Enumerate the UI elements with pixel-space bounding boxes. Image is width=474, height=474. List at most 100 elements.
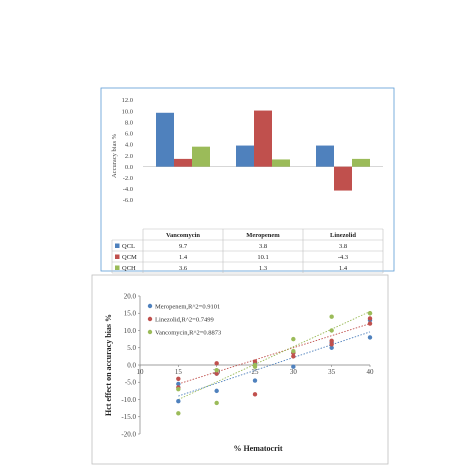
scatter-x-tick-6: 40 (367, 368, 375, 376)
table-header-Meropenem: Meropenem (246, 232, 280, 239)
bar-QCL-Vancomycin (156, 112, 174, 167)
point-2-8 (329, 328, 334, 333)
point-0-4 (252, 378, 258, 383)
scatter-x-axis-label: % Hematocrit (233, 444, 282, 453)
table-cell-QCL-Linezolid: 3.8 (339, 243, 347, 250)
point-2-0 (176, 411, 181, 416)
table-legend-label-QCM: QCM (122, 254, 137, 261)
point-2-2 (214, 400, 219, 406)
table-header-Linezolid: Linezolid (330, 232, 356, 239)
table-legend-label-QCL: QCL (122, 243, 135, 250)
point-2-11 (367, 311, 373, 316)
point-0-8 (329, 345, 334, 350)
scatter-x-tick-3: 25 (252, 368, 260, 376)
scatter-chart-frame (91, 274, 389, 465)
table-header-Vancomycin: Vancomycin (166, 232, 200, 239)
table-cell-QCM-Linezolid: -4.3 (338, 254, 348, 261)
point-1-2 (214, 361, 219, 366)
bar-y-tick-labels: 12.0 10.0 8.0 6.0 4.0 2.0 0.0 -2.0 -4.0 -6.0 (122, 97, 133, 204)
point-2-5 (252, 362, 258, 368)
table-legend-swatch-QCM (115, 254, 120, 259)
table-cell-QCL-Meropenem: 3.8 (259, 243, 267, 250)
bar-y-tick-9: -6.0 (123, 197, 133, 204)
scatter-x-tick-0: 10 (137, 368, 145, 376)
point-1-4 (252, 392, 258, 397)
bar-y-tick-5: 2.0 (125, 153, 133, 160)
point-1-5 (252, 359, 258, 364)
point-2-3 (214, 367, 219, 373)
bar-QCM-Vancomycin (174, 158, 192, 167)
bar-y-tick-1: 10.0 (122, 108, 133, 115)
legend-marker-1 (147, 316, 153, 322)
bar-marks (156, 110, 370, 191)
bar-y-axis-label: Accuracy bias % (111, 133, 118, 178)
bar-y-tick-3: 6.0 (125, 131, 133, 138)
table-cell-QCH-Linezolid: 1.4 (339, 265, 348, 272)
scatter-x-tick-4: 30 (290, 368, 298, 376)
scatter-y-tick-1: 15.0 (124, 310, 137, 318)
bar-data-table: Vancomycin Meropenem Linezolid QCL 9.7 3.8 3.8… (111, 228, 384, 274)
bar-QCH-Meropenem (272, 159, 290, 167)
legend-label-2: Vancomycin,R^2=0.8873 (155, 329, 221, 336)
legend-label-0: Meropenem,R^2=0.9101 (155, 303, 220, 310)
scatter-legend: Meropenem,R^2=0.9101 Linezolid,R^2=0.7499… (147, 303, 221, 336)
bar-QCH-Vancomycin (192, 146, 210, 167)
bar-y-tick-0: 12.0 (122, 97, 133, 104)
scatter-chart-panel: 20.0 15.0 10.0 5.0 0.0 -5.0 -10.0 -15.0 -20.0 10 1… (91, 274, 389, 465)
point-0-1 (176, 381, 181, 387)
scatter-y-tick-0: 20.0 (124, 292, 137, 300)
table-cell-QCH-Meropenem: 1.3 (259, 265, 267, 272)
bar-y-tick-4: 4.0 (125, 142, 133, 149)
table-legend-swatch-QCL (115, 243, 120, 248)
table-cell-QCM-Meropenem: 10.1 (257, 254, 268, 261)
table-cell-QCM-Vancomycin: 1.4 (179, 254, 188, 261)
scatter-y-tick-6: -10.0 (121, 396, 136, 404)
point-1-11 (367, 316, 373, 321)
point-2-7 (291, 336, 296, 342)
bar-y-tick-7: -2.0 (123, 175, 133, 182)
scatter-trendlines (178, 311, 371, 400)
scatter-x-tick-5: 35 (328, 368, 336, 376)
trendline-2 (178, 311, 371, 400)
table-cell-QCL-Vancomycin: 9.7 (179, 243, 188, 250)
table-legend-label-QCH: QCH (122, 265, 136, 272)
scatter-y-tick-5: -5.0 (125, 379, 137, 387)
point-1-7 (291, 354, 296, 359)
scatter-y-tick-7: -15.0 (121, 413, 136, 421)
bar-QCM-Linezolid (334, 166, 352, 191)
point-2-6 (291, 349, 296, 354)
bar-y-tick-2: 8.0 (125, 119, 133, 126)
point-2-9 (329, 314, 334, 319)
bar-QCM-Meropenem (254, 110, 272, 167)
scatter-x-tick-1: 15 (175, 368, 183, 376)
scatter-y-tick-4: 0.0 (127, 361, 136, 369)
scatter-axes: 20.0 15.0 10.0 5.0 0.0 -5.0 -10.0 -15.0 -20.0 10 1… (121, 292, 374, 438)
scatter-y-tick-3: 5.0 (127, 344, 136, 352)
point-0-0 (176, 399, 181, 404)
bar-chart-panel: 12.0 10.0 8.0 6.0 4.0 2.0 0.0 -2.0 -4.0 -6.0 Accu… (100, 87, 395, 274)
trendline-1 (178, 323, 371, 385)
scatter-y-tick-2: 10.0 (124, 327, 137, 335)
point-1-3 (214, 371, 219, 376)
legend-marker-0 (147, 303, 153, 309)
point-1-10 (367, 321, 373, 326)
bar-y-tick-8: -4.0 (123, 186, 133, 193)
point-1-0 (176, 376, 181, 381)
scatter-y-axis-label: Hct effect on accuracy bias % (104, 314, 113, 416)
point-0-2 (214, 388, 219, 394)
table-legend-swatch-QCH (115, 265, 120, 270)
scatter-points (176, 311, 373, 416)
bar-QCH-Linezolid (352, 158, 370, 167)
legend-label-1: Linezolid,R^2=0.7499 (155, 316, 214, 323)
trendline-0 (178, 331, 371, 397)
point-1-8 (329, 338, 334, 344)
scatter-y-tick-8: -20.0 (121, 430, 136, 438)
bar-QCL-Meropenem (236, 145, 254, 167)
legend-marker-2 (147, 329, 153, 335)
point-0-6 (291, 364, 296, 369)
point-0-10 (367, 335, 373, 340)
point-2-1 (176, 386, 181, 392)
point-1-9 (329, 342, 334, 347)
table-cell-QCH-Vancomycin: 3.6 (179, 265, 188, 272)
